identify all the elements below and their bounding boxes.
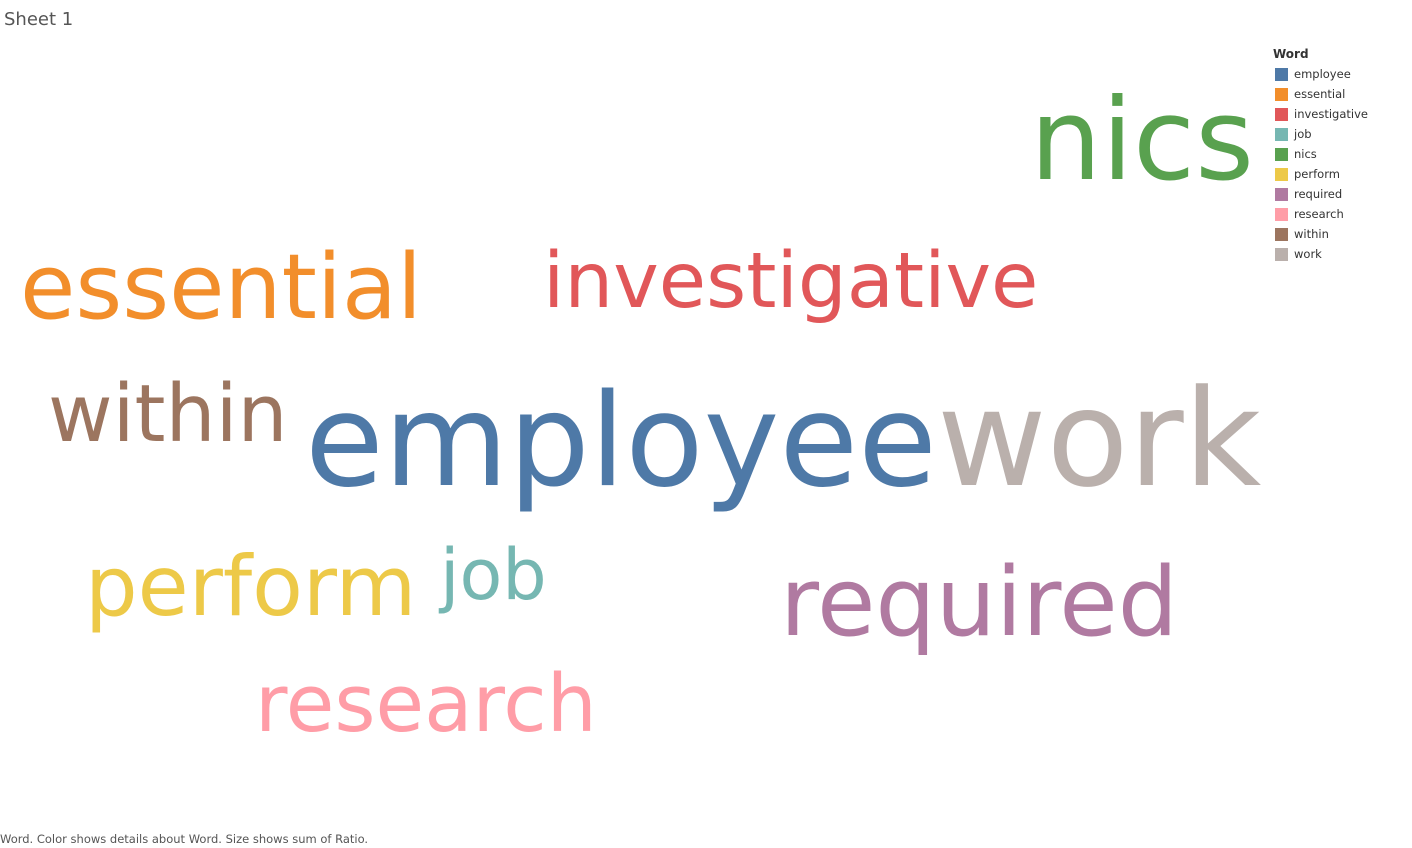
legend-item-job[interactable]: job: [1273, 124, 1403, 144]
legend-label: investigative: [1294, 107, 1368, 121]
legend-swatch: [1275, 187, 1288, 201]
legend-item-within[interactable]: within: [1273, 224, 1403, 244]
word-within[interactable]: within: [48, 368, 288, 460]
word-perform[interactable]: perform: [85, 538, 417, 635]
legend-swatch: [1275, 127, 1288, 141]
legend-swatch: [1275, 147, 1288, 161]
legend-swatch: [1275, 227, 1288, 241]
legend-item-essential[interactable]: essential: [1273, 84, 1403, 104]
word-employee[interactable]: employee: [305, 367, 937, 516]
legend-title: Word: [1273, 47, 1309, 61]
legend-swatch: [1275, 167, 1288, 181]
word-investigative[interactable]: investigative: [543, 237, 1039, 326]
word-required[interactable]: required: [780, 548, 1179, 658]
legend-label: work: [1294, 247, 1322, 261]
word-job[interactable]: job: [440, 534, 547, 616]
word-nics[interactable]: nics: [1030, 74, 1255, 206]
legend-swatch: [1275, 207, 1288, 221]
legend-label: within: [1294, 227, 1329, 241]
legend-label: job: [1294, 127, 1312, 141]
word-work[interactable]: work: [937, 361, 1262, 517]
legend-item-work[interactable]: work: [1273, 244, 1403, 264]
color-legend: Word employee essential investigative job ni…: [1273, 46, 1403, 264]
legend-swatch: [1275, 67, 1288, 81]
legend-item-research[interactable]: research: [1273, 204, 1403, 224]
legend-swatch: [1275, 247, 1288, 261]
legend-label: perform: [1294, 167, 1340, 181]
legend-label: essential: [1294, 87, 1346, 101]
sheet-title: Sheet 1: [4, 9, 74, 30]
legend-swatch: [1275, 87, 1288, 101]
chart-caption: Word. Color shows details about Word. Si…: [0, 832, 369, 846]
legend-item-employee[interactable]: employee: [1273, 64, 1403, 84]
legend-item-investigative[interactable]: investigative: [1273, 104, 1403, 124]
legend-label: required: [1294, 187, 1343, 201]
legend-item-required[interactable]: required: [1273, 184, 1403, 204]
legend-item-perform[interactable]: perform: [1273, 164, 1403, 184]
legend-items: employee essential investigative job nics per…: [1273, 64, 1403, 264]
legend-swatch: [1275, 107, 1288, 121]
word-research[interactable]: research: [255, 658, 597, 750]
legend-label: employee: [1294, 67, 1351, 81]
legend-label: research: [1294, 207, 1344, 221]
legend-item-nics[interactable]: nics: [1273, 144, 1403, 164]
word-essential[interactable]: essential: [20, 235, 423, 340]
legend-label: nics: [1294, 147, 1317, 161]
